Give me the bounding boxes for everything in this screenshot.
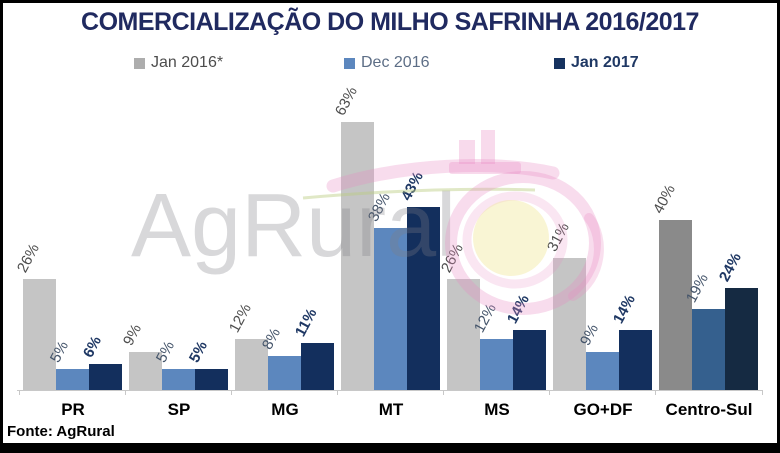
legend-item-jan-2016: Jan 2016* (134, 54, 223, 72)
category-label-pr: PR (61, 400, 85, 419)
legend-swatch-dec-2016 (344, 57, 355, 69)
bar-dec-2016-pr (56, 369, 89, 390)
bar-value-label: 9% (119, 321, 146, 349)
bar-group-go-df: 31% 9% 14% GO+DF (544, 122, 653, 419)
bar-jan-2017-sp (195, 369, 228, 390)
bar-dec-2016-mt (374, 228, 407, 390)
bar-jan-2016--go-df (553, 258, 586, 390)
legend-item-dec-2016: Dec 2016 (344, 54, 430, 72)
bar-value-label: 26% (437, 240, 467, 276)
bar-dec-2016-mg (268, 356, 301, 390)
bar-jan-2016--ms (447, 279, 480, 390)
bar-group-ms: 26% 12% 14% MS (438, 122, 547, 419)
bar-jan-2017-ms (513, 330, 546, 390)
bar-value-label: 63% (331, 83, 361, 119)
legend-swatch-jan-2016 (134, 57, 145, 69)
category-label-centro-sul: Centro-Sul (665, 400, 753, 419)
bottom-border-strip (3, 443, 777, 450)
bar-jan-2017-centro-sul (725, 288, 758, 390)
legend: Jan 2016* Dec 2016 Jan 2017 (3, 54, 777, 74)
bar-jan-2016--sp (129, 352, 162, 390)
bar-group-sp: 9% 5% 5% SP (120, 122, 229, 419)
bar-group-mt: 63% 38% 43% MT (332, 84, 441, 419)
bar-dec-2016-sp (162, 369, 195, 390)
category-label-sp: SP (167, 400, 191, 419)
x-axis-line (17, 390, 763, 391)
bar-value-label: 5% (185, 338, 212, 366)
bar-value-label: 11% (291, 305, 321, 340)
legend-swatch-jan-2017 (554, 57, 565, 69)
source-note: Fonte: AgRural (7, 423, 115, 440)
legend-label-dec-2016: Dec 2016 (361, 54, 430, 71)
legend-item-jan-2017: Jan 2017 (554, 54, 639, 72)
chart-title: COMERCIALIZAÇÃO DO MILHO SAFRINHA 2016/2… (81, 8, 699, 36)
bar-value-label: 14% (503, 291, 533, 327)
bar-value-label: 24% (715, 249, 745, 285)
bar-jan-2017-go-df (619, 330, 652, 390)
bar-jan-2016--mg (235, 339, 268, 390)
bar-value-label: 43% (397, 168, 427, 204)
bar-group-mg: 12% 8% 11% MG (226, 122, 335, 419)
category-label-mt: MT (378, 400, 404, 419)
bar-value-label: 26% (13, 240, 43, 276)
bar-value-label: 12% (225, 300, 255, 336)
bar-group-centro-sul: 40% 19% 24% Centro-Sul (650, 122, 763, 419)
bar-jan-2016--centro-sul (659, 220, 692, 390)
bar-value-label: 31% (543, 219, 573, 255)
bar-dec-2016-centro-sul (692, 309, 725, 390)
legend-label-jan-2016: Jan 2016* (151, 54, 224, 71)
bar-jan-2016--mt (341, 122, 374, 390)
bar-group-pr: 26% 5% 6% PR (14, 122, 123, 419)
plot-area: 26% 5% 6% PR 9% 5% 5% SP 12% 8% 11% MG 63% 38% 43% MT 26… (14, 84, 763, 419)
bar-value-label: 6% (79, 333, 106, 361)
bar-jan-2016--pr (23, 279, 56, 390)
bar-dec-2016-go-df (586, 352, 619, 390)
bar-jan-2017-pr (89, 364, 122, 390)
bar-jan-2017-mg (301, 343, 334, 390)
bar-value-label: 14% (609, 291, 639, 327)
category-label-ms: MS (484, 400, 510, 419)
category-label-mg: MG (271, 400, 299, 419)
category-label-go-df: GO+DF (573, 400, 633, 419)
bar-jan-2017-mt (407, 207, 440, 390)
legend-label-jan-2017: Jan 2017 (571, 54, 639, 71)
bar-dec-2016-ms (480, 339, 513, 390)
bar-value-label: 40% (649, 181, 679, 217)
